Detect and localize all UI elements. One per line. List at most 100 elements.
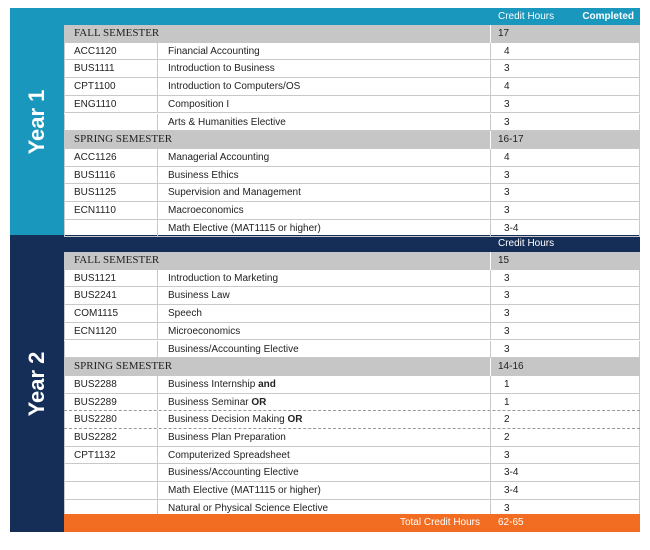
course-row: BUS2288 Business Internship and 1: [64, 375, 640, 394]
course-code: BUS2280: [74, 414, 117, 426]
course-name: Composition I: [168, 98, 230, 110]
total-label: Total Credit Hours: [399, 517, 480, 528]
semester-header: SPRING SEMESTER 14-16: [64, 358, 640, 376]
course-code: ENG1110: [74, 98, 117, 110]
course-name: Business Decision Making OR: [168, 414, 303, 426]
course-row: BUS1111 Introduction to Business 3: [64, 60, 640, 79]
year-2-label: Year 2: [24, 351, 49, 416]
course-name: Business/Accounting Elective: [168, 343, 299, 355]
course-code: CPT1100: [74, 81, 116, 93]
course-name: Supervision and Management: [168, 187, 301, 199]
course-name: Macroeconomics: [168, 205, 244, 216]
column-divider: [490, 358, 491, 376]
total-bar: Total Credit Hours 62-65: [64, 514, 640, 532]
semester-hours: 16-17: [498, 134, 524, 146]
course-connector: OR: [287, 414, 303, 426]
course-row: BUS1116 Business Ethics 3: [64, 166, 640, 185]
course-name: Microeconomics: [168, 325, 241, 337]
completed-header: Completed: [582, 11, 634, 22]
course-code: CPT1132: [74, 449, 116, 461]
course-hours: 3-4: [504, 222, 519, 234]
column-divider: [490, 25, 491, 43]
course-name: Introduction to Marketing: [168, 272, 279, 284]
course-code: ACC1126: [74, 151, 117, 163]
course-code: BUS2289: [74, 396, 117, 408]
course-name: Computerized Spreadsheet: [168, 449, 290, 461]
course-code: BUS2241: [74, 290, 117, 302]
course-name: Business Law: [168, 290, 230, 302]
course-name: Business Ethics: [168, 169, 239, 181]
course-connector: and: [258, 378, 276, 390]
column-divider: [490, 252, 491, 270]
course-code: BUS2282: [74, 432, 117, 443]
semester-header: FALL SEMESTER 17: [64, 25, 640, 43]
course-hours: 3: [504, 449, 510, 461]
year-1-sidebar: Year 1: [10, 8, 64, 235]
course-code: BUS1125: [74, 187, 117, 199]
course-row: ECN1120 Microeconomics 3: [64, 322, 640, 341]
course-name: Speech: [168, 308, 202, 320]
course-hours: 3: [504, 325, 510, 337]
course-row: BUS2280 Business Decision Making OR 2: [64, 411, 640, 429]
top-header: Credit Hours Completed: [64, 8, 640, 25]
year-1-label: Year 1: [24, 89, 49, 154]
year-2-sidebar: Year 2: [10, 235, 64, 532]
semester-hours: 15: [498, 255, 510, 266]
year-2-header: Credit Hours: [64, 235, 640, 252]
course-name: Math Elective (MAT1115 or higher): [168, 222, 321, 234]
course-hours: 2: [504, 414, 510, 426]
course-hours: 3: [504, 187, 510, 199]
course-row: BUS1125 Supervision and Management 3: [64, 184, 640, 202]
semester-title: FALL SEMESTER: [74, 254, 160, 266]
course-name: Business/Accounting Elective: [168, 467, 299, 479]
semester-hours: 17: [498, 28, 510, 39]
course-row: Business/Accounting Elective 3-4: [64, 464, 640, 483]
course-hours: 3: [504, 290, 510, 302]
semester-header: SPRING SEMESTER 16-17: [64, 131, 640, 149]
course-hours: 1: [504, 396, 510, 408]
course-hours: 3: [504, 98, 510, 110]
course-code: BUS1121: [74, 272, 117, 284]
course-hours: 3: [504, 169, 510, 181]
course-name: Business Internship and: [168, 378, 276, 390]
course-name: Math Elective (MAT1115 or higher): [168, 485, 321, 497]
course-hours: 1: [504, 378, 510, 390]
course-row: COM1115 Speech 3: [64, 305, 640, 323]
course-name: Introduction to Computers/OS: [168, 81, 301, 93]
semester-title: SPRING SEMESTER: [74, 360, 173, 373]
course-hours: 3: [504, 272, 510, 284]
course-hours: 3: [504, 502, 510, 514]
course-name: Natural or Physical Science Elective: [168, 502, 329, 514]
semester-header: FALL SEMESTER 15: [64, 252, 640, 270]
course-connector: OR: [251, 396, 267, 408]
course-hours: 3-4: [504, 467, 519, 479]
course-name: Introduction to Business: [168, 63, 275, 75]
course-row: ACC1126 Managerial Accounting 4: [64, 148, 640, 167]
course-row: Math Elective (MAT1115 or higher) 3-4: [64, 219, 640, 238]
semester-hours: 14-16: [498, 361, 524, 373]
course-name: Financial Accounting: [168, 45, 260, 57]
course-hours: 3: [504, 116, 510, 128]
course-hours: 3-4: [504, 485, 519, 497]
semester-title: FALL SEMESTER: [74, 27, 160, 39]
course-hours: 3: [504, 63, 510, 75]
course-row: CPT1100 Introduction to Computers/OS 4: [64, 78, 640, 96]
course-code: ECN1110: [74, 205, 116, 216]
course-hours: 3: [504, 343, 510, 355]
course-hours: 4: [504, 81, 510, 93]
course-hours: 4: [504, 45, 510, 57]
column-divider: [490, 131, 491, 149]
course-code: COM1115: [74, 308, 119, 320]
course-name: Arts & Humanities Elective: [168, 116, 286, 128]
semester-title: SPRING SEMESTER: [74, 133, 173, 146]
course-hours: 4: [504, 151, 510, 163]
course-row: ACC1120 Financial Accounting 4: [64, 42, 640, 61]
course-name: Managerial Accounting: [168, 151, 270, 163]
course-row: Math Elective (MAT1115 or higher) 3-4: [64, 482, 640, 500]
course-name: Business Seminar OR: [168, 396, 267, 408]
course-hours: 2: [504, 432, 510, 443]
course-code: ECN1120: [74, 325, 117, 337]
course-row: BUS1121 Introduction to Marketing 3: [64, 269, 640, 288]
course-row: BUS2289 Business Seminar OR 1: [64, 393, 640, 412]
course-row: BUS2241 Business Law 3: [64, 287, 640, 306]
